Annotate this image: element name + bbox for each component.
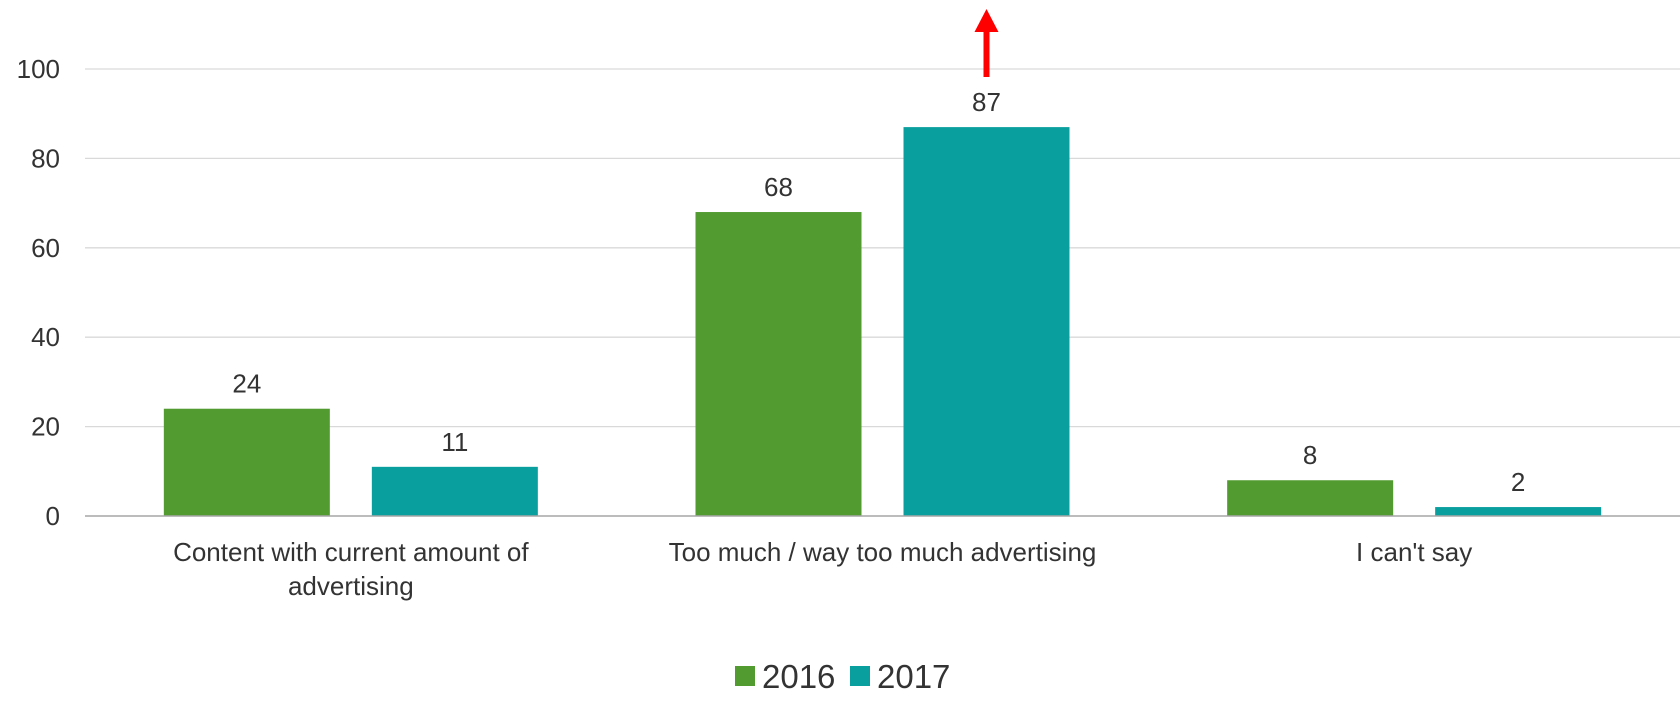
y-tick-label: 80 — [31, 143, 60, 173]
bar-2016 — [1227, 480, 1394, 516]
data-label: 2 — [1511, 467, 1525, 497]
data-label: 8 — [1303, 440, 1317, 470]
legend-label: 2016 — [762, 658, 835, 695]
bar-2016 — [163, 408, 330, 516]
legend-swatch-2016 — [735, 666, 755, 686]
bar-2017 — [1435, 507, 1602, 516]
bar-2016 — [695, 212, 862, 517]
y-tick-label: 20 — [31, 412, 60, 442]
arrow-head-icon — [974, 9, 999, 32]
data-label: 24 — [232, 369, 261, 399]
category-label: I can't say — [1356, 537, 1472, 567]
category-label: Too much / way too much advertising — [669, 537, 1097, 567]
category-label: Content with current amount of — [173, 537, 529, 567]
bar-2017 — [903, 127, 1070, 517]
data-label: 11 — [441, 427, 468, 457]
data-label: 68 — [764, 172, 793, 202]
category-label: advertising — [288, 571, 414, 601]
legend-label: 2017 — [877, 658, 950, 695]
y-tick-label: 0 — [46, 501, 60, 531]
data-label: 87 — [972, 87, 1001, 117]
legend-swatch-2017 — [850, 666, 870, 686]
y-tick-label: 60 — [31, 233, 60, 263]
bar-2017 — [371, 466, 538, 516]
y-tick-label: 100 — [17, 54, 60, 84]
y-tick-label: 40 — [31, 322, 60, 352]
